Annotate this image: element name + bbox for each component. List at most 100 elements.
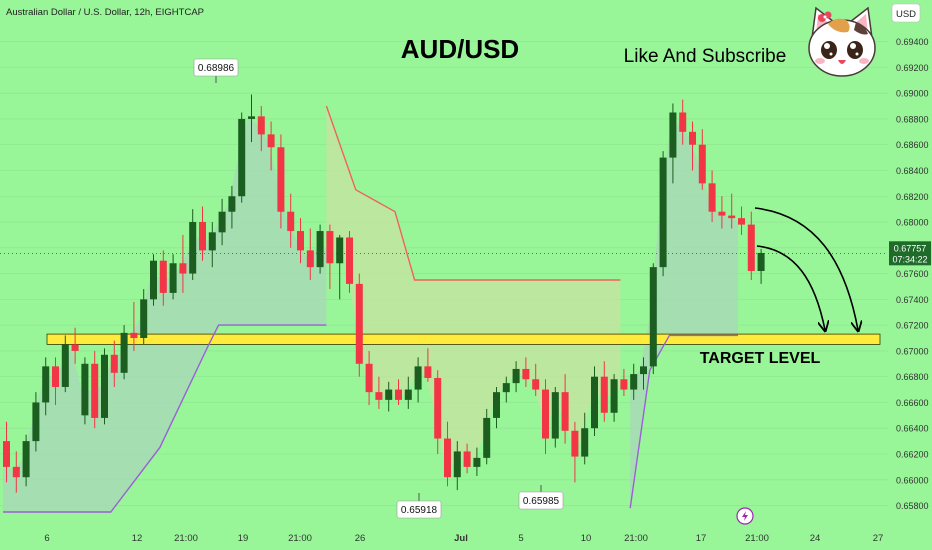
candle: [52, 357, 59, 406]
candle-countdown: 07:34:22: [892, 254, 927, 264]
candle: [277, 134, 285, 229]
price-tick-label: 0.68800: [896, 114, 929, 124]
candle-body: [22, 441, 30, 478]
high-price-label: 0.68986: [193, 58, 239, 83]
price-tick-label: 0.65800: [896, 501, 929, 511]
candle-body: [91, 363, 99, 418]
candle-body: [522, 368, 530, 380]
candle: [365, 350, 373, 406]
time-tick-label: 27: [873, 533, 884, 544]
candle: [42, 357, 50, 416]
candle: [463, 443, 471, 474]
currency-badge[interactable]: USD: [891, 3, 921, 23]
candle-body: [32, 402, 40, 442]
time-tick-label: 26: [355, 533, 366, 544]
price-tick-label: 0.66400: [896, 424, 929, 434]
low-price-text-1: 0.65918: [401, 505, 438, 516]
candle-body: [728, 215, 736, 219]
candle: [698, 129, 706, 190]
candle-body: [385, 389, 393, 400]
price-tick-label: 0.66600: [896, 398, 929, 408]
high-price-text: 0.68986: [198, 63, 235, 74]
subscribe-text: Like And Subscribe: [624, 46, 787, 67]
candle-body: [502, 383, 510, 393]
candle: [591, 366, 598, 436]
candle-body: [630, 374, 638, 390]
candle-body: [708, 183, 716, 212]
price-tick-label: 0.68400: [896, 166, 929, 176]
candle: [414, 357, 422, 403]
candle: [267, 121, 275, 171]
candle-body: [228, 196, 236, 212]
time-tick-label: 19: [238, 533, 249, 544]
supertrend-up-line-2: [629, 334, 738, 509]
candle-body: [659, 157, 667, 268]
candle-body: [757, 252, 765, 271]
candle-body: [150, 260, 157, 300]
candle-body: [610, 379, 618, 413]
candle: [81, 357, 89, 425]
candle: [512, 361, 520, 393]
candle: [532, 363, 540, 397]
candle: [326, 224, 334, 290]
candle-body: [561, 392, 569, 431]
time-tick-label: 21:00: [288, 533, 312, 544]
candle-body: [287, 211, 295, 232]
candle: [640, 357, 647, 390]
candle: [659, 151, 667, 277]
candle-body: [581, 428, 589, 457]
time-tick-label: 21:00: [745, 533, 769, 544]
candle-body: [640, 366, 647, 375]
candle-body: [52, 366, 59, 387]
candle: [610, 374, 618, 422]
candle: [395, 379, 402, 406]
candle: [493, 386, 500, 429]
candle: [424, 348, 432, 382]
candle: [385, 381, 393, 412]
candle-body: [306, 250, 314, 268]
candle: [248, 94, 255, 143]
candle-body: [199, 222, 206, 251]
candle-body: [3, 441, 10, 467]
candle: [689, 121, 696, 171]
candle-body: [747, 224, 755, 271]
candle-body: [679, 112, 687, 132]
candles: [3, 94, 765, 493]
candle: [502, 376, 510, 403]
candle: [522, 357, 530, 387]
candle-body: [375, 392, 383, 400]
lightning-icon[interactable]: [736, 507, 754, 525]
candle: [453, 441, 461, 491]
candle-body: [532, 379, 540, 390]
current-price-value: 0.67757: [894, 243, 927, 253]
price-tick-label: 0.67000: [896, 346, 929, 356]
supertrend-up-line: [3, 324, 327, 513]
candle: [708, 170, 716, 223]
price-tick-label: 0.66200: [896, 450, 929, 460]
cat-face-icon: [808, 6, 876, 77]
candle-body: [169, 263, 177, 293]
candle: [316, 224, 324, 274]
candle: [669, 103, 677, 184]
candle-body: [277, 147, 285, 212]
candle-body: [512, 368, 520, 384]
candle-body: [424, 366, 432, 378]
candle-body: [404, 389, 412, 400]
candle: [747, 211, 755, 281]
time-tick-label: Jul: [454, 533, 468, 544]
candle: [738, 206, 745, 235]
candle: [140, 289, 148, 345]
time-tick-label: 17: [696, 533, 707, 544]
price-tick-label: 0.68600: [896, 140, 929, 150]
candle: [444, 421, 451, 487]
candle: [159, 250, 167, 306]
candle: [120, 325, 128, 380]
candle: [728, 193, 736, 229]
time-axis[interactable]: 6 12 21:00 19 21:00 26 Jul 5 10 21:00 17 21:00 24 27: [44, 533, 883, 544]
price-tick-label: 0.69000: [896, 89, 929, 99]
candle: [542, 379, 549, 455]
candle-body: [101, 354, 108, 418]
candle-body: [493, 392, 500, 418]
candle-body: [110, 354, 118, 373]
